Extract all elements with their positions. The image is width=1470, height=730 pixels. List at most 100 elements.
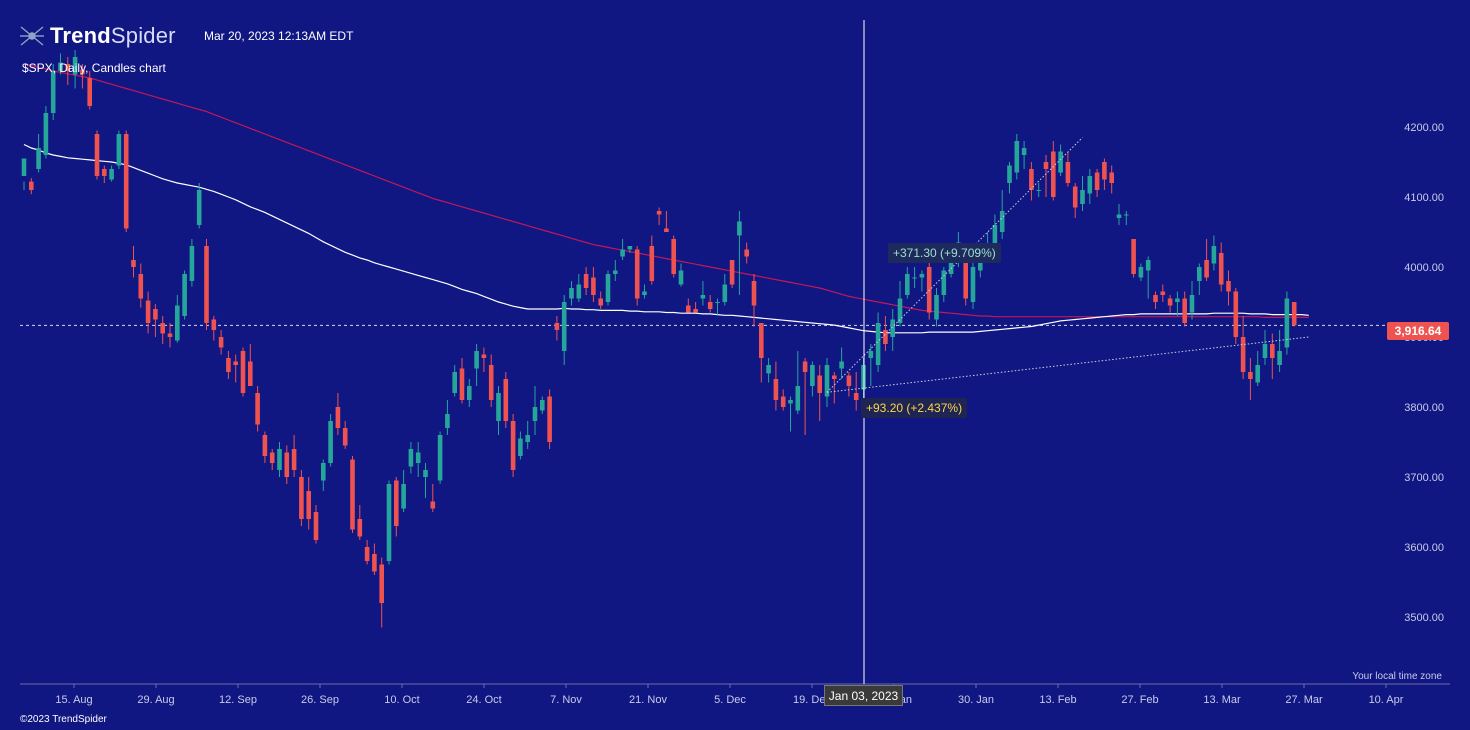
candle-body xyxy=(875,323,881,365)
candle-body xyxy=(452,372,457,393)
candle-body xyxy=(364,547,370,561)
candle-body xyxy=(233,361,238,365)
candle-body xyxy=(189,246,195,281)
candle-body xyxy=(649,246,655,281)
candle-body xyxy=(182,274,187,316)
candle-body xyxy=(788,400,793,404)
candle-body xyxy=(1167,298,1173,306)
x-tick-label: 15. Aug xyxy=(55,694,92,706)
candle-body xyxy=(72,57,78,75)
candle-body xyxy=(1131,239,1136,274)
candle-body xyxy=(445,414,450,428)
candle-body xyxy=(350,459,355,530)
candle-body xyxy=(401,484,406,509)
candle-body xyxy=(518,438,523,456)
candle-body xyxy=(488,365,494,400)
candle-body xyxy=(598,298,603,306)
candle-body xyxy=(1240,337,1246,372)
candle-body xyxy=(58,62,63,71)
candle-body xyxy=(503,379,509,421)
candle-body xyxy=(131,260,136,267)
candle-body xyxy=(999,211,1005,232)
candle-body xyxy=(1043,162,1049,169)
candle-body xyxy=(459,368,465,400)
candle-body xyxy=(1029,169,1034,190)
candle-body xyxy=(824,365,830,397)
candle-body xyxy=(759,323,764,358)
timezone-note: Your local time zone xyxy=(1352,671,1442,682)
candle-body xyxy=(554,323,560,330)
y-tick-label: 4000.00 xyxy=(1404,262,1444,274)
candle-body xyxy=(970,267,976,302)
candle-body xyxy=(321,463,326,481)
candle-body xyxy=(897,298,903,323)
candle-body xyxy=(386,484,392,561)
y-tick-label: 3500.00 xyxy=(1404,612,1444,624)
candle-body xyxy=(1036,190,1041,191)
candle-body xyxy=(94,134,100,176)
candle-body xyxy=(175,305,180,341)
candle-body xyxy=(744,249,749,257)
candle-body xyxy=(561,302,567,351)
candle-body xyxy=(934,295,939,320)
candle-body xyxy=(167,333,173,337)
x-tick-label: 27. Feb xyxy=(1121,694,1158,706)
chart-datetime: Mar 20, 2023 12:13AM EDT xyxy=(204,29,354,43)
candle-body xyxy=(269,452,275,463)
candle-body xyxy=(707,302,713,309)
candle-body xyxy=(240,351,246,393)
candle-body xyxy=(437,435,443,481)
x-tick-label: 13. Mar xyxy=(1203,694,1241,706)
candle-body xyxy=(868,351,874,358)
moving-average-red xyxy=(23,63,1309,318)
candle-body xyxy=(1284,298,1290,348)
candle-body xyxy=(138,274,144,299)
candle-body xyxy=(839,361,844,369)
symbol-label[interactable]: $SPX, Daily, Candles chart xyxy=(22,61,166,75)
candle-body xyxy=(335,407,341,428)
candle-body xyxy=(613,270,618,274)
candle-body xyxy=(1072,186,1078,208)
candle-body xyxy=(686,305,691,313)
candle-body xyxy=(50,71,56,113)
candle-body xyxy=(583,274,589,288)
candle-body xyxy=(810,365,815,386)
candle-body xyxy=(408,449,414,467)
candle-body xyxy=(248,361,253,386)
candle-body xyxy=(1160,291,1166,295)
candle-body xyxy=(766,365,771,374)
y-tick-label: 3700.00 xyxy=(1404,472,1444,484)
candle-body xyxy=(700,295,706,299)
candle-body xyxy=(481,354,487,358)
candle-body xyxy=(415,452,421,463)
candle-body xyxy=(591,277,596,295)
candle-body xyxy=(1014,141,1020,173)
candle-body xyxy=(656,211,662,215)
x-tick-label: 21. Nov xyxy=(629,694,667,706)
candle-body xyxy=(21,158,27,176)
candle-body xyxy=(671,239,676,274)
candle-body xyxy=(430,501,436,509)
logo-wordmark: TrendSpider xyxy=(50,23,176,48)
candle-body xyxy=(116,134,122,166)
candle-body xyxy=(1065,162,1071,183)
candle-body xyxy=(306,491,311,519)
measurement-label-2[interactable]: +93.20 (+2.437%) xyxy=(861,398,968,418)
measurement-label-1[interactable]: +371.30 (+9.709%) xyxy=(888,243,1001,263)
candle-body xyxy=(357,519,363,537)
candle-body xyxy=(1189,295,1195,313)
candle-body xyxy=(1087,176,1093,194)
candle-body xyxy=(1124,214,1129,216)
candle-body xyxy=(751,281,757,306)
x-tick-label: 24. Oct xyxy=(466,694,501,706)
candle-body xyxy=(299,477,304,519)
candle-body xyxy=(43,113,49,155)
candle-body xyxy=(678,270,684,285)
candle-body xyxy=(218,337,224,348)
candle-body xyxy=(912,277,917,279)
candle-body xyxy=(87,78,92,106)
candle-body xyxy=(978,260,983,271)
candle-body xyxy=(795,386,801,411)
candle-body xyxy=(846,375,852,386)
